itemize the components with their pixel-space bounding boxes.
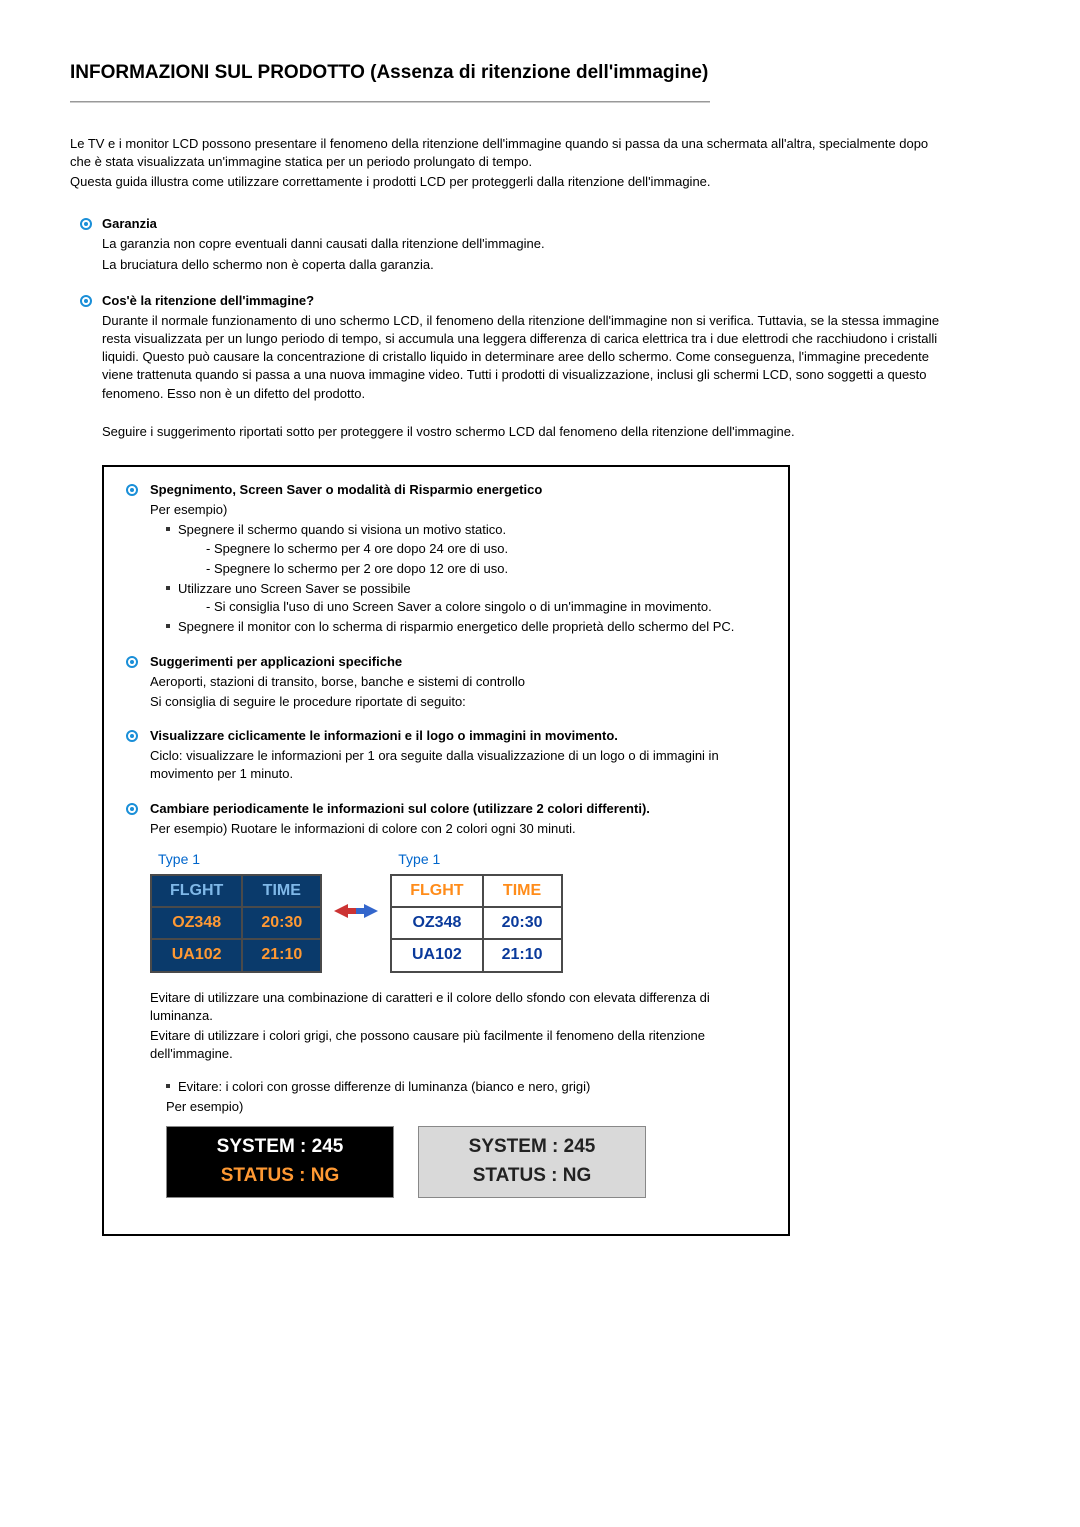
intro-p2: Questa guida illustra come utilizzare co…	[70, 173, 930, 191]
flight-table-left: Type 1 FLGHTTIMEOZ34820:30UA10221:10	[150, 850, 322, 973]
text: Per esempio)	[150, 1098, 772, 1116]
text: La bruciatura dello schermo non è copert…	[102, 256, 950, 274]
text: Spegnere il monitor con lo scherma di ri…	[178, 619, 734, 634]
table-header: TIME	[483, 875, 562, 907]
text: Si consiglia di seguire le procedure rip…	[150, 693, 772, 711]
status-line: SYSTEM : 245	[469, 1134, 596, 1161]
swap-arrows-icon	[334, 902, 378, 920]
text: Evitare di utilizzare i colori grigi, ch…	[150, 1027, 772, 1063]
status-line: STATUS : NG	[221, 1163, 340, 1190]
title-divider	[70, 101, 710, 103]
status-line: STATUS : NG	[473, 1163, 592, 1190]
section-visualizzare: Visualizzare ciclicamente le informazion…	[120, 727, 772, 784]
table-cell: 21:10	[483, 939, 562, 971]
table-header: FLGHT	[151, 875, 242, 907]
type-label: Type 1	[150, 850, 322, 870]
table-cell: OZ348	[151, 907, 242, 939]
list-item: Spegnere il monitor con lo scherma di ri…	[166, 618, 772, 636]
bullet-icon	[80, 294, 92, 312]
page-title: INFORMAZIONI SUL PRODOTTO (Assenza di ri…	[70, 60, 1010, 87]
bullet-icon	[126, 729, 138, 747]
text: - Spegnere lo schermo per 2 ore dopo 12 …	[206, 560, 772, 578]
text: La garanzia non copre eventuali danni ca…	[102, 235, 950, 253]
list-item: Spegnere il schermo quando si visiona un…	[166, 521, 772, 578]
section-title: Garanzia	[102, 215, 950, 233]
section-garanzia: Garanzia La garanzia non copre eventuali…	[70, 215, 950, 274]
text: Evitare: i colori con grosse differenze …	[178, 1079, 590, 1094]
status-box-2: SYSTEM : 245 STATUS : NG	[418, 1126, 646, 1198]
flight-tables: Type 1 FLGHTTIMEOZ34820:30UA10221:10 Typ…	[150, 850, 772, 973]
status-boxes: SYSTEM : 245 STATUS : NG SYSTEM : 245 ST…	[166, 1126, 772, 1198]
boxed-recommendations: Spegnimento, Screen Saver o modalità di …	[102, 465, 790, 1236]
section-cose: Cos'è la ritenzione dell'immagine? Duran…	[70, 292, 950, 441]
flight-table-right: Type 1 FLGHTTIMEOZ34820:30UA10221:10	[390, 850, 562, 973]
table-cell: UA102	[151, 939, 242, 971]
text: Seguire i suggerimento riportati sotto p…	[102, 423, 950, 441]
table-cell: UA102	[391, 939, 482, 971]
table-header: FLGHT	[391, 875, 482, 907]
text: Aeroporti, stazioni di transito, borse, …	[150, 673, 772, 691]
table-header: TIME	[242, 875, 321, 907]
text: Spegnere il schermo quando si visiona un…	[178, 522, 506, 537]
text: Per esempio) Ruotare le informazioni di …	[150, 820, 772, 838]
bullet-icon	[126, 802, 138, 820]
table-cell: 21:10	[242, 939, 321, 971]
section-title: Suggerimenti per applicazioni specifiche	[150, 653, 772, 671]
table-cell: 20:30	[242, 907, 321, 939]
text: Utilizzare uno Screen Saver se possibile	[178, 581, 411, 596]
list-item: Evitare: i colori con grosse differenze …	[166, 1078, 772, 1096]
section-cambiare: Cambiare periodicamente le informazioni …	[120, 800, 772, 1198]
intro-p1: Le TV e i monitor LCD possono presentare…	[70, 135, 930, 171]
text: Durante il normale funzionamento di uno …	[102, 312, 950, 403]
section-title: Visualizzare ciclicamente le informazion…	[150, 727, 772, 745]
section-title: Spegnimento, Screen Saver o modalità di …	[150, 481, 772, 499]
text: - Spegnere lo schermo per 4 ore dopo 24 …	[206, 540, 772, 558]
section-suggerimenti: Suggerimenti per applicazioni specifiche…	[120, 653, 772, 712]
list-item: Utilizzare uno Screen Saver se possibile…	[166, 580, 772, 616]
section-title: Cos'è la ritenzione dell'immagine?	[102, 292, 950, 310]
bullet-icon	[126, 655, 138, 673]
bullet-icon	[126, 483, 138, 501]
text: - Si consiglia l'uso di uno Screen Saver…	[206, 598, 772, 616]
text: Ciclo: visualizzare le informazioni per …	[150, 747, 772, 783]
section-spegnimento: Spegnimento, Screen Saver o modalità di …	[120, 481, 772, 637]
text: Per esempio)	[150, 501, 772, 519]
intro-block: Le TV e i monitor LCD possono presentare…	[70, 135, 1010, 192]
type-label: Type 1	[390, 850, 562, 870]
bullet-icon	[80, 217, 92, 235]
text: Evitare di utilizzare una combinazione d…	[150, 989, 772, 1025]
section-title: Cambiare periodicamente le informazioni …	[150, 800, 772, 818]
status-box-1: SYSTEM : 245 STATUS : NG	[166, 1126, 394, 1198]
table-cell: 20:30	[483, 907, 562, 939]
table-cell: OZ348	[391, 907, 482, 939]
status-line: SYSTEM : 245	[217, 1134, 344, 1161]
